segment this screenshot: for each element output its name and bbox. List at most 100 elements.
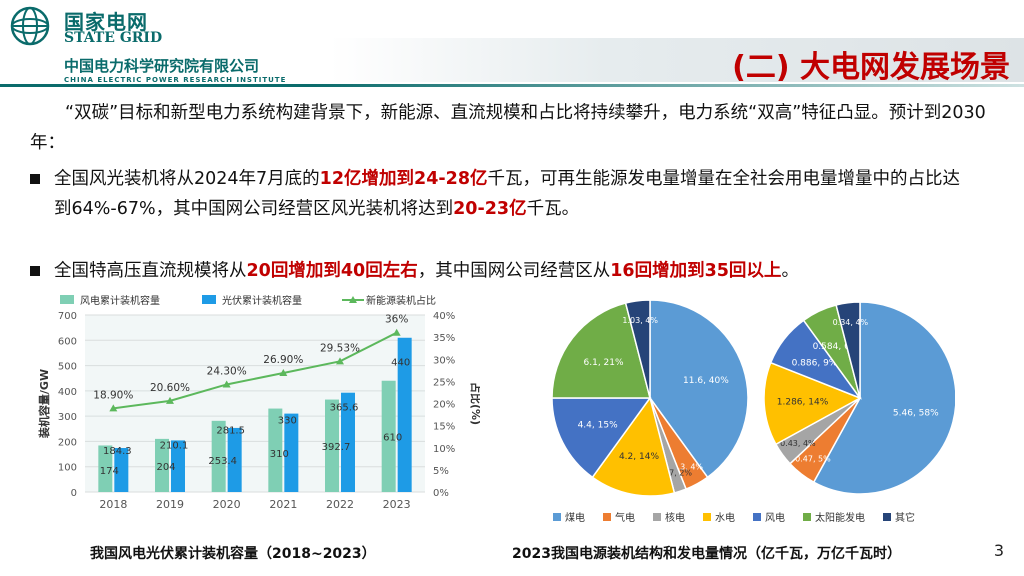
share-point <box>279 368 288 376</box>
bullet-1-text-a: 全国风光装机将从2024年7月底的 <box>54 169 320 189</box>
legend-swatch <box>202 295 216 304</box>
title-band <box>330 38 1024 82</box>
share-value-label: 20.60% <box>150 382 190 394</box>
pie-slice-label: 0.57, 2% <box>656 469 692 478</box>
y2-tick-label: 20% <box>433 400 455 411</box>
y-axis-label: 装机容量/GW <box>37 369 51 439</box>
pie-slice <box>551 302 651 399</box>
legend-swatch <box>803 513 811 521</box>
share-point <box>336 357 344 365</box>
legend-swatch <box>60 295 74 304</box>
page-title: (二) 大电网发展场景 <box>732 50 1010 85</box>
org-name-cn: 国家电网 <box>64 10 148 34</box>
y2-tick-label: 35% <box>433 333 455 344</box>
legend-swatch <box>703 513 711 521</box>
pie-slice-label: 6.1, 21% <box>584 358 624 368</box>
share-point <box>392 328 401 336</box>
legend-swatch <box>653 513 661 521</box>
legend-label: 新能源装机占比 <box>366 294 436 307</box>
bullet-2-text-b: ，其中国网公司经营区从 <box>417 261 611 281</box>
legend-label: 风电 <box>765 511 785 524</box>
header-divider <box>0 84 1024 87</box>
y-tick-label: 100 <box>58 463 77 474</box>
pie-slice-label: 4.2, 14% <box>619 452 659 462</box>
pv-bar <box>397 337 412 492</box>
pie-slice-label: 5.46, 58% <box>893 408 939 418</box>
pv-value-label: 610 <box>383 432 402 443</box>
wind-value-label: 365.6 <box>330 403 359 414</box>
legend-swatch <box>753 513 761 521</box>
pv-bar <box>284 413 299 492</box>
bullet-1: 全国风光装机将从2024年7月底的12亿增加到24-28亿千瓦，可再生能源发电量… <box>30 164 1000 224</box>
wind-bar <box>98 445 113 492</box>
y-tick-label: 0 <box>71 488 77 499</box>
pie-slice-label: 1.286, 14% <box>777 398 829 408</box>
pie-slice <box>624 299 651 399</box>
wind-bar <box>325 399 339 492</box>
capacity-bar-line-chart: 0 100 200 300 400 500 600 700 0% 5% 10% 15% 20% 25% 30… <box>37 294 480 511</box>
x-tick-label: 2019 <box>156 498 184 511</box>
pie-slice <box>763 361 862 446</box>
legend-label: 核电 <box>665 511 685 524</box>
bullet-square-icon <box>30 174 40 184</box>
pie-chart-caption: 2023我国电源装机结构和发电量情况（亿千瓦，万亿千瓦时） <box>512 546 901 562</box>
y2-tick-label: 30% <box>433 355 455 366</box>
pv-value-label: 310 <box>270 449 289 460</box>
wind-value-label: 440 <box>391 358 410 369</box>
share-point <box>222 380 231 388</box>
pie-slice-label: 0.886, 9% <box>792 359 838 369</box>
share-value-label: 36% <box>385 314 408 326</box>
bar-chart-caption: 我国风电光伏累计装机容量（2018~2023） <box>90 546 376 562</box>
state-grid-logo-icon <box>10 6 50 46</box>
bullet-1-highlight-a: 12亿增加到24-28亿 <box>319 169 488 189</box>
bullet-square-icon <box>30 266 40 276</box>
bullet-2: 全国特高压直流规模将从20回增加到40回左右，其中国网公司经营区从16回增加到3… <box>30 256 1000 286</box>
pie-slice <box>835 301 861 399</box>
pie-slice <box>649 299 749 479</box>
x-tick-label: 2023 <box>383 498 411 511</box>
pie-slice <box>551 397 652 479</box>
legend-label: 其它 <box>895 511 915 524</box>
legend-label: 太阳能发电 <box>815 511 865 524</box>
share-point <box>166 396 174 404</box>
wind-bar <box>155 438 169 492</box>
y2-tick-label: 0% <box>433 488 449 499</box>
pie-slice-label: 11.6, 40% <box>683 376 729 386</box>
pie-slice-label: 0.47, 5% <box>795 455 831 464</box>
bullet-2-text-a: 全国特高压直流规模将从 <box>54 261 247 281</box>
wind-bar <box>211 420 226 492</box>
pv-value-label: 253.4 <box>208 456 237 467</box>
share-value-label: 26.90% <box>263 354 303 366</box>
slide-header: 国家电网 STATE GRID 中国电力科学研究院有限公司 CHINA ELEC… <box>0 0 1024 92</box>
y-tick-label: 300 <box>58 412 77 423</box>
wind-value-label: 210.1 <box>160 440 189 451</box>
plot-area <box>85 315 425 492</box>
share-value-label: 18.90% <box>93 389 133 401</box>
pv-value-label: 392.7 <box>322 442 351 453</box>
pie-slice-label: 0.43, 4% <box>780 439 816 448</box>
legend-swatch <box>553 513 561 521</box>
legend-label: 气电 <box>615 511 635 524</box>
y-tick-label: 700 <box>58 311 77 322</box>
power-mix-pie-charts: 11.6, 40% 1.3, 4%0.57, 2% 4.2, 14% 4.4, 15%… <box>551 299 955 524</box>
pie-slice-label: 1.3, 4% <box>673 463 704 472</box>
share-point <box>109 404 118 412</box>
pie-slice-label: 4.4, 15% <box>578 421 618 431</box>
institute-name-en: CHINA ELECTRIC POWER RESEARCH INSTITUTE <box>64 76 287 84</box>
legend-label: 煤电 <box>565 511 585 524</box>
pie-slice-label: 0.584, 6% <box>813 342 859 352</box>
share-line <box>113 331 398 410</box>
x-tick-label: 2020 <box>213 498 241 511</box>
institute-name-cn: 中国电力科学研究院有限公司 <box>64 57 260 75</box>
intro-paragraph: “双碳”目标和新型电力系统构建背景下，新能源、直流规模和占比将持续攀升，电力系统… <box>30 103 986 153</box>
y2-tick-label: 5% <box>433 466 449 477</box>
x-tick-label: 2022 <box>326 498 354 511</box>
pv-value-label: 174 <box>100 466 119 477</box>
y2-tick-label: 15% <box>433 422 455 433</box>
y2-axis-label: 占比(%) <box>469 382 480 425</box>
pv-bar <box>227 427 242 492</box>
y-tick-label: 400 <box>58 387 77 398</box>
org-name-en: STATE GRID <box>64 30 163 46</box>
x-tick-label: 2018 <box>99 498 127 511</box>
pie-slice-label: 1.03, 4% <box>622 316 658 325</box>
